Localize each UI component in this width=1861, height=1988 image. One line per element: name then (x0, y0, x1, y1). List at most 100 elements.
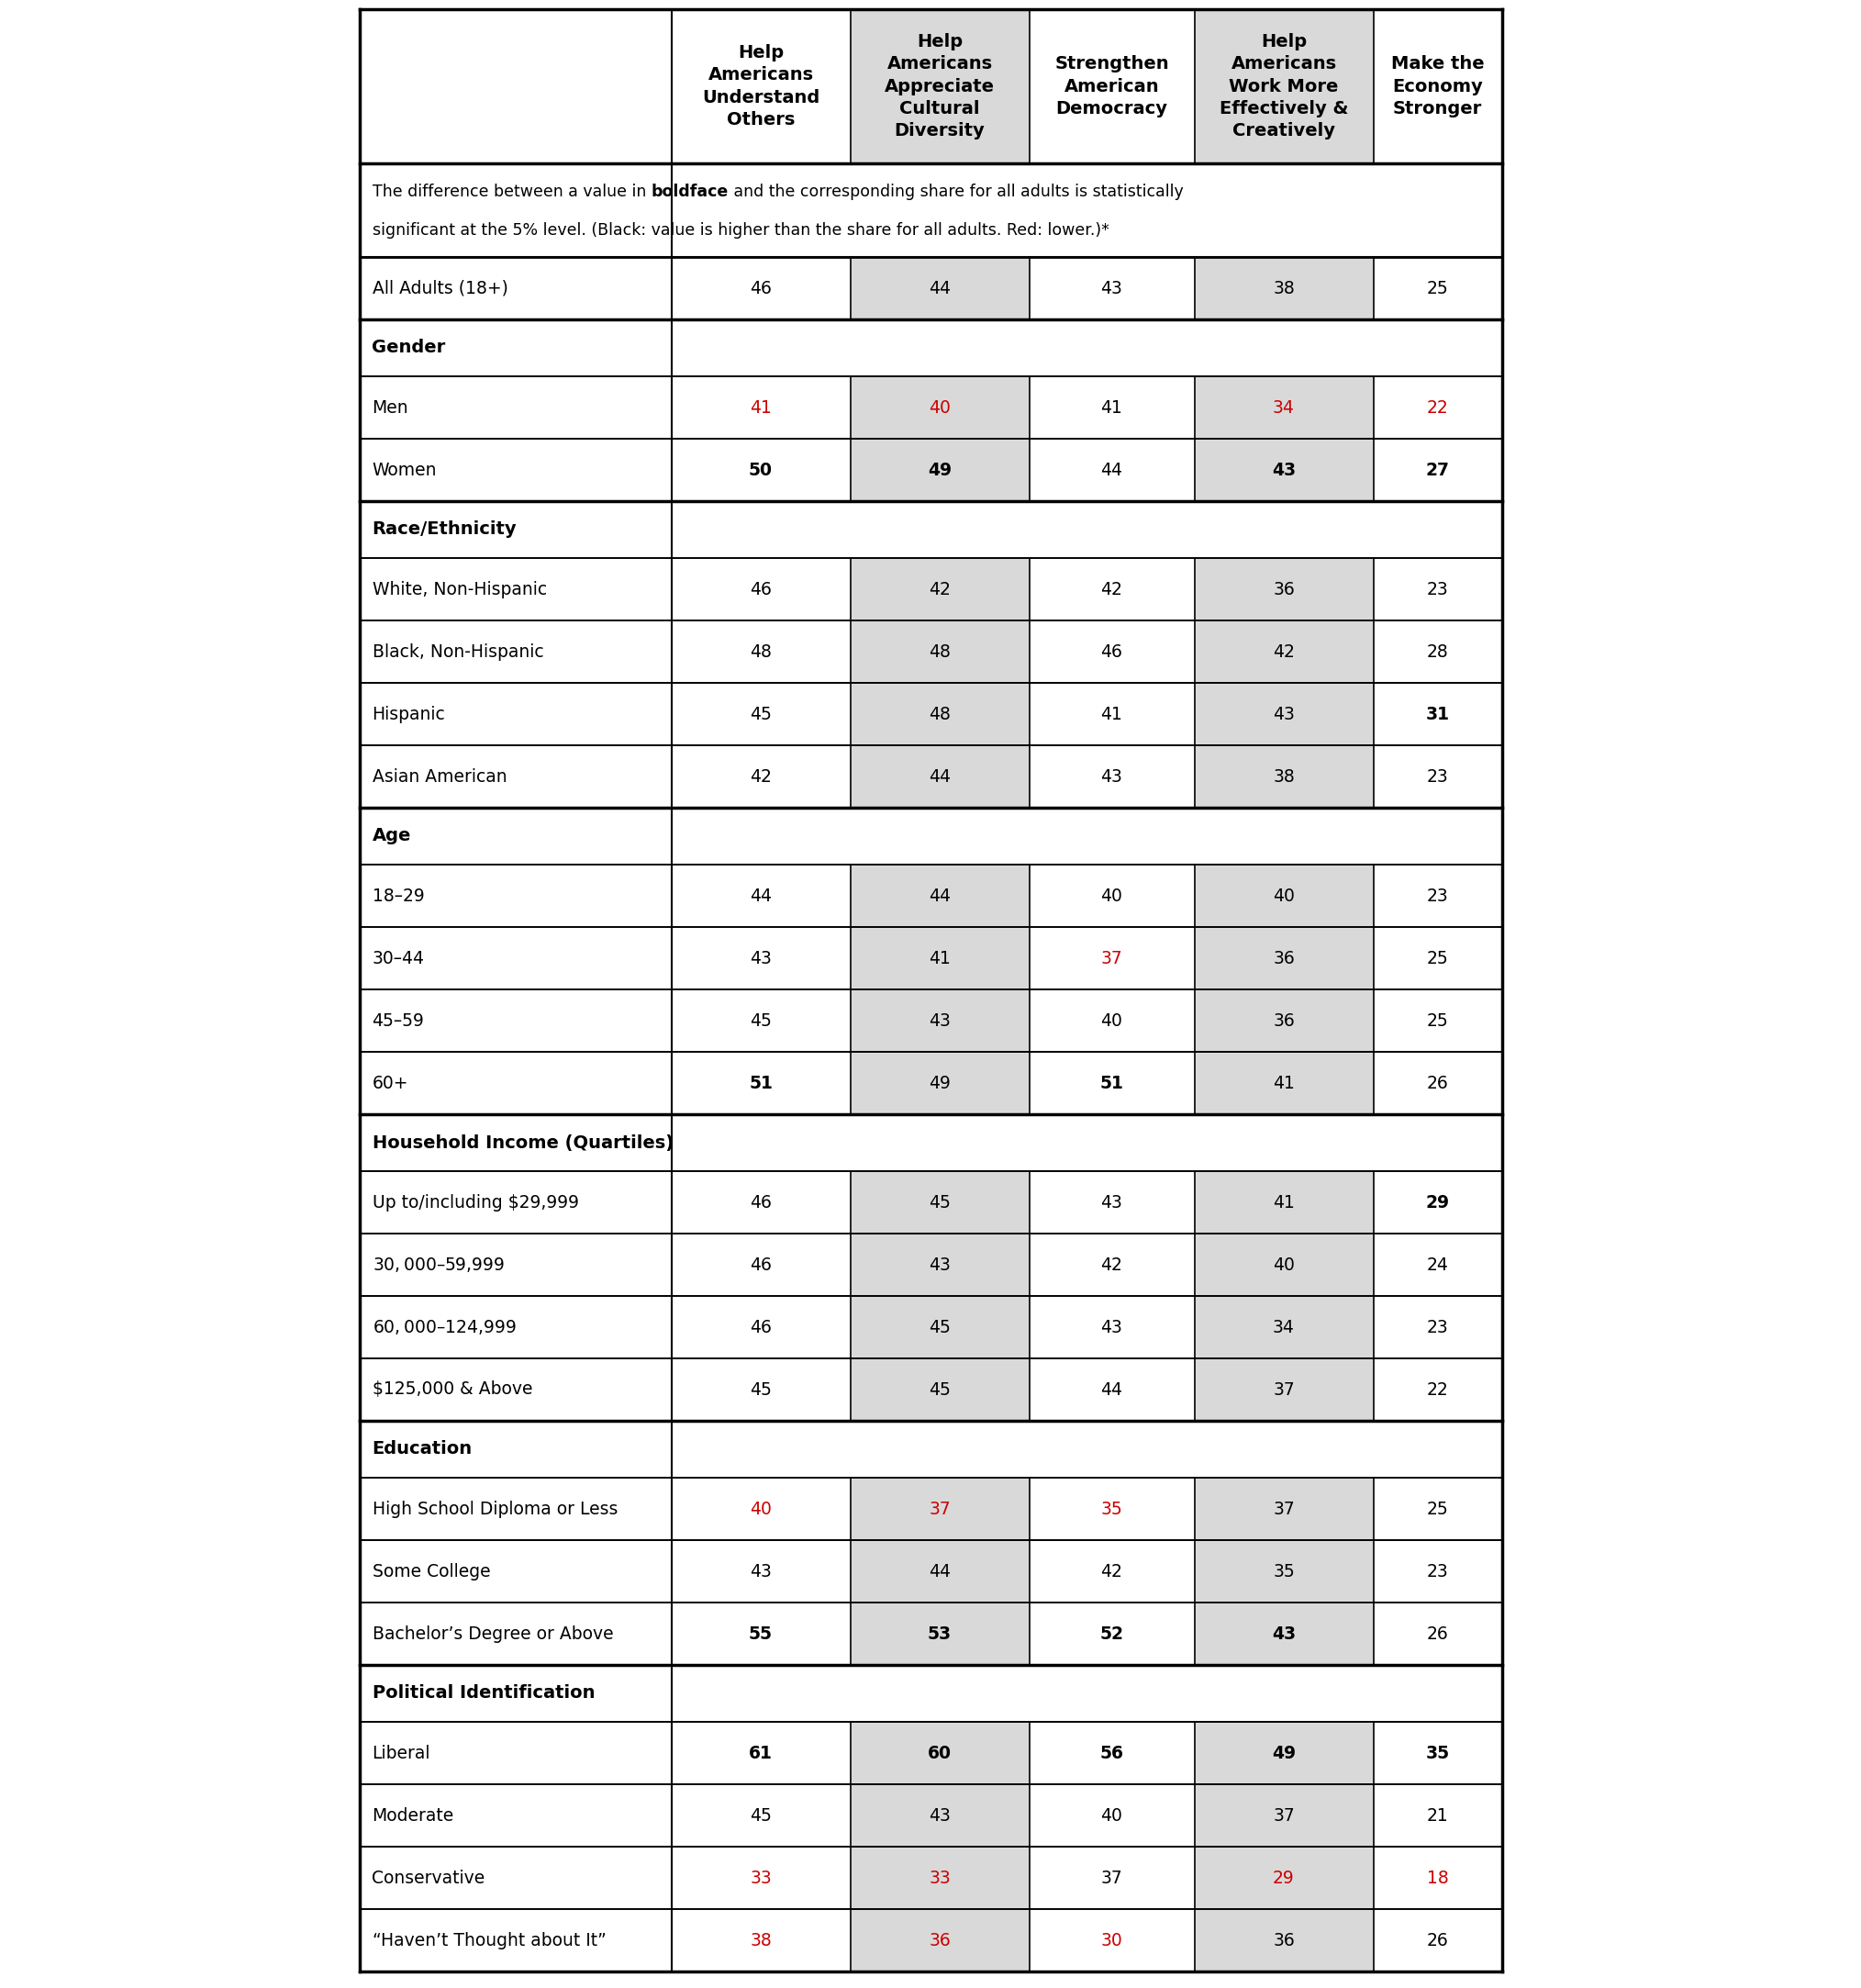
Text: 41: 41 (1273, 1074, 1295, 1091)
Bar (359, 256, 1502, 320)
Bar (850, 256, 1029, 320)
Text: 29: 29 (1273, 1869, 1295, 1887)
Text: 40: 40 (1273, 887, 1295, 905)
Text: 30: 30 (1102, 1932, 1122, 1948)
Text: 22: 22 (1427, 400, 1448, 415)
Text: 44: 44 (929, 767, 951, 785)
Text: 22: 22 (1427, 1382, 1448, 1398)
Text: 38: 38 (750, 1932, 772, 1948)
Text: Help
Americans
Understand
Others: Help Americans Understand Others (702, 44, 819, 129)
Text: Some College: Some College (372, 1563, 489, 1580)
Text: 33: 33 (929, 1869, 951, 1887)
Bar (359, 1233, 1502, 1296)
Bar (1195, 1541, 1373, 1602)
Text: 43: 43 (1273, 706, 1295, 724)
Bar (359, 926, 1502, 990)
Text: Bachelor’s Degree or Above: Bachelor’s Degree or Above (372, 1624, 612, 1642)
Text: 43: 43 (1102, 767, 1122, 785)
Text: 43: 43 (1271, 461, 1295, 479)
Bar (1195, 1052, 1373, 1113)
Text: 46: 46 (750, 280, 772, 296)
Text: 31: 31 (1426, 706, 1450, 724)
Bar (1195, 439, 1373, 501)
Text: 44: 44 (929, 887, 951, 905)
Text: 45: 45 (929, 1193, 951, 1211)
Bar (850, 926, 1029, 990)
Text: Education: Education (372, 1441, 473, 1457)
Text: 26: 26 (1427, 1624, 1448, 1642)
Text: Help
Americans
Appreciate
Cultural
Diversity: Help Americans Appreciate Cultural Diver… (884, 34, 996, 139)
Bar (359, 320, 1502, 376)
Text: 42: 42 (1273, 642, 1295, 660)
Bar (1195, 746, 1373, 807)
Bar (359, 620, 1502, 682)
Text: Race/Ethnicity: Race/Ethnicity (372, 521, 517, 539)
Bar (359, 1296, 1502, 1358)
Bar (850, 865, 1029, 926)
Text: 36: 36 (1273, 580, 1295, 598)
Text: 25: 25 (1427, 1012, 1448, 1030)
Text: Household Income (Quartiles): Household Income (Quartiles) (372, 1133, 674, 1151)
Text: 43: 43 (929, 1012, 951, 1030)
Text: 36: 36 (1273, 1932, 1295, 1948)
Text: and the corresponding share for all adults is statistically: and the corresponding share for all adul… (728, 183, 1184, 199)
Bar (850, 1233, 1029, 1296)
Bar (850, 376, 1029, 439)
Text: $60,000–$124,999: $60,000–$124,999 (372, 1318, 515, 1336)
Text: 49: 49 (929, 1074, 951, 1091)
Text: 26: 26 (1427, 1074, 1448, 1091)
Text: 43: 43 (750, 950, 772, 966)
Bar (1195, 256, 1373, 320)
Bar (1195, 1233, 1373, 1296)
Text: 43: 43 (750, 1563, 772, 1580)
Text: 51: 51 (748, 1074, 772, 1091)
Bar (359, 1541, 1502, 1602)
Bar (359, 1785, 1502, 1847)
Text: 42: 42 (1102, 1256, 1122, 1274)
Text: 24: 24 (1427, 1256, 1448, 1274)
Text: Age: Age (372, 827, 411, 845)
Bar (359, 1847, 1502, 1908)
Text: $125,000 & Above: $125,000 & Above (372, 1382, 532, 1398)
Text: 48: 48 (929, 706, 951, 724)
Bar (850, 1477, 1029, 1541)
Text: Make the
Economy
Stronger: Make the Economy Stronger (1390, 56, 1483, 117)
Text: 42: 42 (1102, 1563, 1122, 1580)
Bar (359, 1421, 1502, 1477)
Text: 37: 37 (1273, 1501, 1295, 1517)
Bar (359, 1052, 1502, 1113)
Text: 53: 53 (927, 1624, 951, 1642)
Text: Women: Women (372, 461, 437, 479)
Text: All Adults (18+): All Adults (18+) (372, 280, 508, 296)
Text: 45: 45 (750, 1382, 772, 1398)
Text: 41: 41 (1102, 706, 1122, 724)
Text: 48: 48 (929, 642, 951, 660)
Text: 45: 45 (750, 1012, 772, 1030)
Bar (850, 10, 1029, 163)
Text: 45: 45 (750, 1807, 772, 1825)
Text: 38: 38 (1273, 280, 1295, 296)
Bar (1195, 1602, 1373, 1664)
Bar (359, 1602, 1502, 1664)
Bar (1195, 376, 1373, 439)
Text: 25: 25 (1427, 1501, 1448, 1517)
Text: 36: 36 (929, 1932, 951, 1948)
Bar (359, 746, 1502, 807)
Text: 45: 45 (929, 1382, 951, 1398)
Text: 43: 43 (1102, 1318, 1122, 1336)
Bar (850, 990, 1029, 1052)
Text: 36: 36 (1273, 950, 1295, 966)
Bar (850, 1602, 1029, 1664)
Bar (1195, 1296, 1373, 1358)
Bar (1195, 10, 1373, 163)
Text: 40: 40 (1102, 1807, 1122, 1825)
Text: 42: 42 (750, 767, 772, 785)
Text: 42: 42 (929, 580, 951, 598)
Text: 41: 41 (1273, 1193, 1295, 1211)
Bar (359, 10, 1502, 163)
Text: 29: 29 (1426, 1193, 1450, 1211)
Text: 44: 44 (750, 887, 772, 905)
Bar (850, 682, 1029, 746)
Bar (359, 1664, 1502, 1722)
Bar (359, 559, 1502, 620)
